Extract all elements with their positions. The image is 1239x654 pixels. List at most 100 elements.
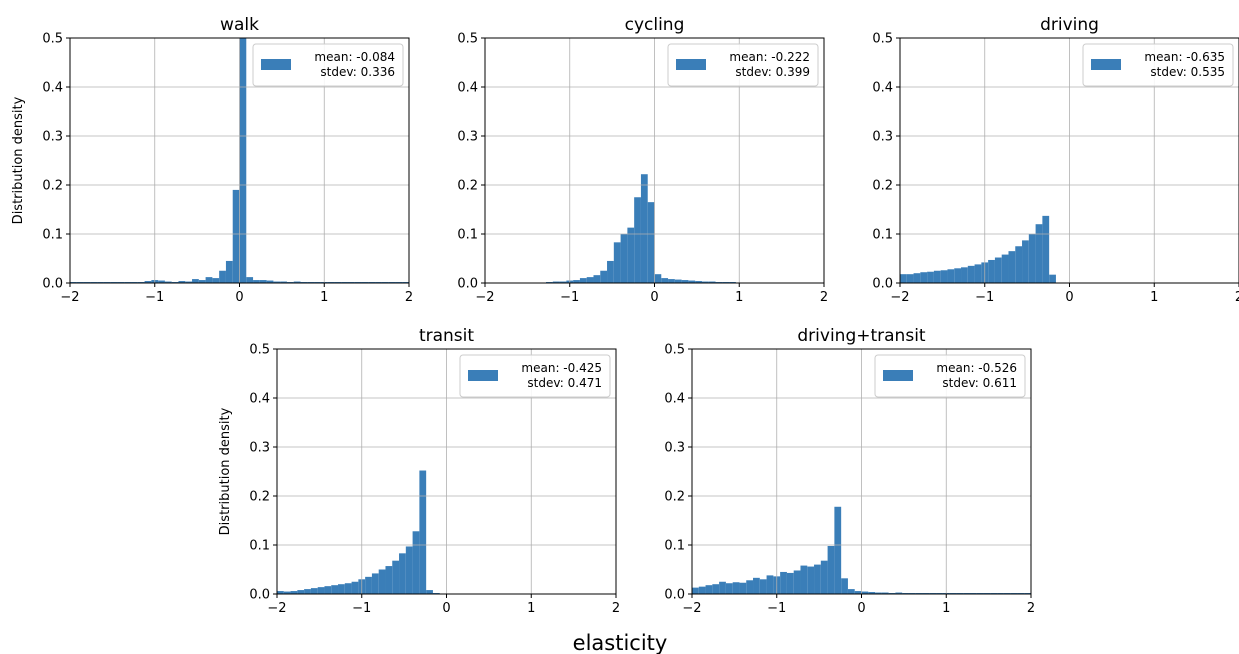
y-tick-label: 0.4 xyxy=(42,81,63,96)
histogram-bars xyxy=(485,174,824,283)
histogram-bar xyxy=(661,278,669,283)
histogram-bar xyxy=(239,38,247,283)
histogram-bar xyxy=(854,591,862,594)
legend-box xyxy=(1082,43,1234,87)
y-tick-label: 0.1 xyxy=(42,228,63,243)
histogram-bar xyxy=(351,581,359,594)
legend-swatch xyxy=(883,370,913,381)
legend-swatch xyxy=(468,370,498,381)
histogram-bar xyxy=(780,571,787,594)
y-tick-label: 0.2 xyxy=(872,179,893,194)
subplot-1: −2 −1 0 1 2 0.0 0.1 0.2 0.3 0.4 0.5 cycling mean: -0… xyxy=(457,15,828,305)
x-tick-label: 2 xyxy=(1027,601,1035,616)
x-tick-label: 0 xyxy=(235,290,243,305)
y-tick-label: 0.2 xyxy=(457,179,478,194)
y-tick-label: 0.3 xyxy=(42,130,63,145)
subplot-4: −2 −1 0 1 2 0.0 0.1 0.2 0.3 0.4 0.5 driving+transit… xyxy=(664,326,1035,616)
x-tick-label: −1 xyxy=(767,601,786,616)
histogram-bar xyxy=(246,277,254,283)
histogram-bar xyxy=(219,270,226,283)
histogram-bar xyxy=(881,592,889,594)
histogram-bar xyxy=(419,470,427,594)
subplot-3: −2 −1 0 1 2 0.0 0.1 0.2 0.3 0.4 0.5 transit Distribu… xyxy=(218,326,620,616)
histogram-bar xyxy=(739,582,747,594)
histogram-bars xyxy=(277,470,488,594)
y-tick-label: 0.5 xyxy=(42,32,63,47)
subplot-2: −2 −1 0 1 2 0.0 0.1 0.2 0.3 0.4 0.5 driving mean: -0… xyxy=(872,15,1239,305)
legend-stdev: stdev: 0.535 xyxy=(1150,65,1225,79)
histogram-bar xyxy=(766,575,774,594)
histogram-bar xyxy=(178,281,186,283)
x-tick-label: 0 xyxy=(1065,290,1073,305)
x-tick-label: −2 xyxy=(60,290,79,305)
histogram-bar xyxy=(620,234,628,283)
histogram-bar xyxy=(827,545,835,594)
y-tick-label: 0.4 xyxy=(872,81,893,96)
histogram-bar xyxy=(304,589,311,594)
histogram-bar xyxy=(1028,234,1036,283)
y-tick-label: 0.5 xyxy=(249,343,270,358)
x-tick-label: −1 xyxy=(975,290,994,305)
histogram-bar xyxy=(607,260,614,283)
legend-mean: mean: -0.425 xyxy=(521,361,602,375)
histogram-bar xyxy=(164,281,172,283)
x-tick-label: −2 xyxy=(890,290,909,305)
histogram-bar xyxy=(198,280,206,283)
y-tick-label: 0.2 xyxy=(42,179,63,194)
y-tick-label: 0.1 xyxy=(664,539,685,554)
legend-stdev: stdev: 0.611 xyxy=(942,376,1017,390)
histogram-bar xyxy=(668,279,675,283)
legend-mean: mean: -0.222 xyxy=(729,50,810,64)
y-tick-label: 0.1 xyxy=(872,228,893,243)
histogram-bar xyxy=(259,280,267,283)
histogram-bar xyxy=(144,281,152,283)
histogram-bar xyxy=(725,583,733,594)
histogram-bar xyxy=(1001,254,1009,283)
histogram-bar xyxy=(933,270,941,283)
y-axis-label: Distribution density xyxy=(11,96,26,224)
histogram-bar xyxy=(654,274,662,283)
y-tick-label: 0.4 xyxy=(249,392,270,407)
histogram-bar xyxy=(759,579,767,594)
histogram-bar xyxy=(708,281,716,283)
histogram-bar xyxy=(746,580,754,594)
histogram-bar xyxy=(600,270,608,283)
y-tick-label: 0.3 xyxy=(664,441,685,456)
histogram-bar xyxy=(280,281,287,283)
histogram-bar xyxy=(627,227,635,283)
histogram-bar xyxy=(800,565,808,594)
legend-swatch xyxy=(676,59,706,70)
histogram-bar xyxy=(392,560,400,594)
histogram-bar xyxy=(753,577,760,594)
histogram-bar xyxy=(906,274,914,283)
y-tick-label: 0.4 xyxy=(457,81,478,96)
histogram-bar xyxy=(1022,240,1029,283)
histogram-bar xyxy=(1008,251,1016,283)
y-tick-label: 0.5 xyxy=(457,32,478,47)
histogram-bar xyxy=(841,578,848,594)
y-tick-label: 0.1 xyxy=(249,539,270,554)
histogram-bar xyxy=(698,586,706,594)
legend-mean: mean: -0.635 xyxy=(1144,50,1225,64)
histogram-bar xyxy=(947,269,955,283)
histogram-bar xyxy=(640,174,648,283)
y-tick-label: 0.4 xyxy=(664,392,685,407)
histogram-bar xyxy=(613,242,621,283)
histogram-bar xyxy=(674,279,682,283)
legend-mean: mean: -0.084 xyxy=(314,50,395,64)
x-tick-label: 0 xyxy=(650,290,658,305)
x-tick-label: 1 xyxy=(527,601,535,616)
histogram-bar xyxy=(385,566,393,594)
histogram-bar xyxy=(579,278,587,283)
histogram-bar xyxy=(913,273,921,283)
legend-stdev: stdev: 0.471 xyxy=(527,376,602,390)
histogram-bars xyxy=(900,215,1056,283)
histogram-bar xyxy=(695,281,702,283)
histogram-bar xyxy=(283,591,291,594)
histogram-bar xyxy=(232,189,240,283)
histogram-bar xyxy=(225,260,233,283)
x-axis-label: elasticity xyxy=(573,631,668,654)
